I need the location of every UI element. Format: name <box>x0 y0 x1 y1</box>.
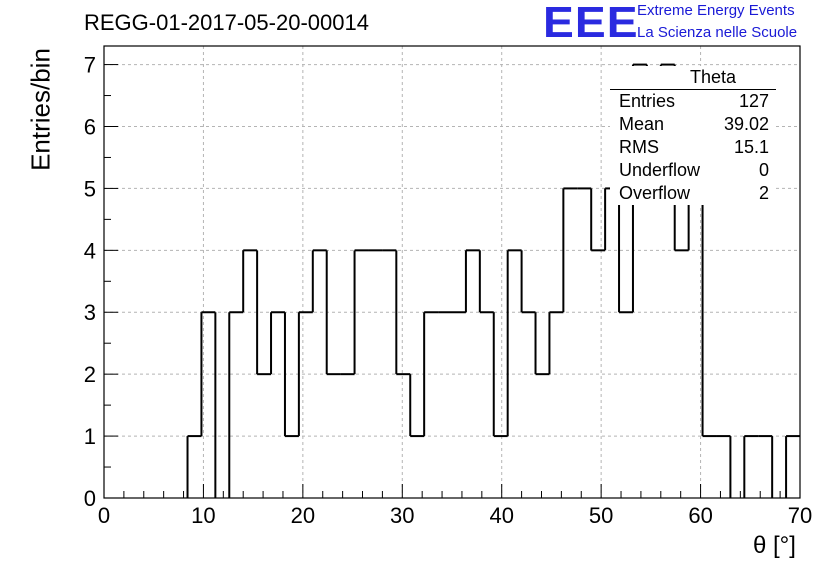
y-tick-label: 6 <box>84 114 96 139</box>
stats-label: RMS <box>619 137 659 157</box>
eee-logo: EEE <box>543 0 639 47</box>
stats-label: Underflow <box>619 160 701 180</box>
logo-caption-line1: Extreme Energy Events <box>637 2 795 19</box>
stats-value: 15.1 <box>733 137 769 157</box>
chart-title: REGG-01-2017-05-20-00014 <box>84 10 369 35</box>
y-tick-label: 3 <box>84 300 96 325</box>
stats-title: Theta <box>610 66 776 90</box>
stats-value: 127 <box>738 91 769 111</box>
stats-row-mean: Mean 39.02 <box>610 113 776 136</box>
plot-frame <box>103 45 801 499</box>
logo-caption-line2: La Scienza nelle Scuole <box>637 24 798 41</box>
x-tick-label: 70 <box>788 503 812 528</box>
x-tick-label: 30 <box>390 503 414 528</box>
y-tick-label: 5 <box>84 176 96 201</box>
y-tick-label: 7 <box>84 53 96 78</box>
stats-box: Theta Entries 127 Mean 39.02 RMS 15.1 Un… <box>610 66 776 205</box>
x-tick-label: 0 <box>98 503 110 528</box>
stats-label: Mean <box>619 114 665 134</box>
stats-row-entries: Entries 127 <box>610 90 776 113</box>
stats-row-overflow: Overflow 2 <box>610 182 776 205</box>
x-tick-label: 60 <box>688 503 712 528</box>
x-tick-label: 20 <box>291 503 315 528</box>
y-tick-label: 2 <box>84 362 96 387</box>
stats-row-underflow: Underflow 0 <box>610 159 776 182</box>
stats-value: 39.02 <box>723 114 769 134</box>
stats-row-rms: RMS 15.1 <box>610 136 776 159</box>
x-tick-label: 40 <box>489 503 513 528</box>
x-tick-label: 10 <box>191 503 215 528</box>
y-tick-label: 4 <box>84 238 96 263</box>
x-tick-label: 50 <box>589 503 613 528</box>
stats-value: 0 <box>758 160 769 180</box>
stats-label: Entries <box>619 91 676 111</box>
y-tick-label: 1 <box>84 424 96 449</box>
stats-label: Overflow <box>619 183 691 203</box>
stats-value: 2 <box>758 183 769 203</box>
y-tick-label: 0 <box>84 486 96 511</box>
y-axis-label: Entries/bin <box>25 48 56 171</box>
x-axis-label: θ [°] <box>753 532 796 559</box>
